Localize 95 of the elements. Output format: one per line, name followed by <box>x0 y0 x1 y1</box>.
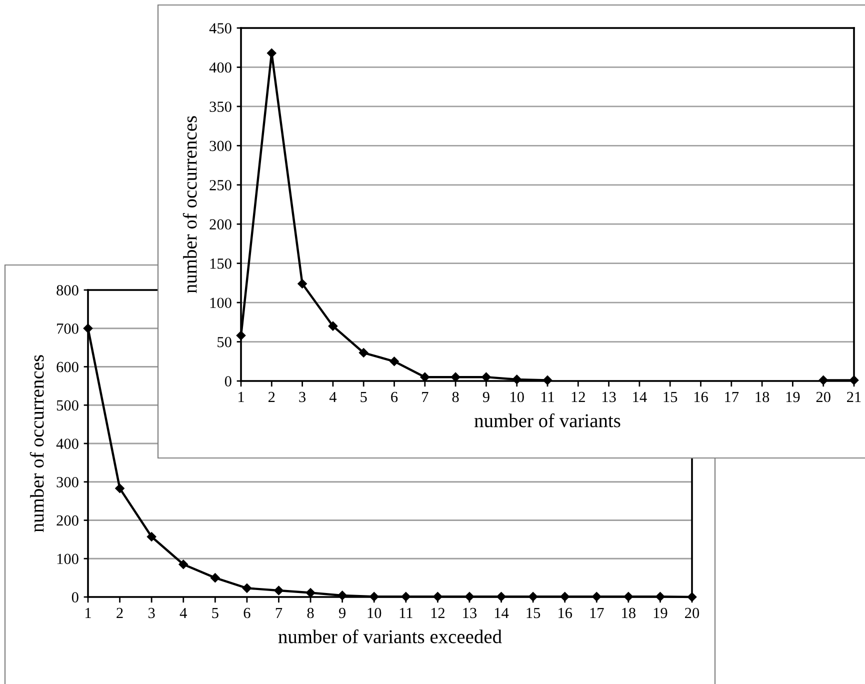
x-tick-label: 6 <box>244 608 250 618</box>
x-tick-label: 17 <box>590 608 604 618</box>
point <box>306 588 316 598</box>
x-tick-label: 15 <box>664 392 678 402</box>
x-tick-label: 9 <box>338 608 346 618</box>
point <box>656 592 665 602</box>
x-tick-label: 18 <box>756 392 770 402</box>
point <box>83 324 93 333</box>
y-tick-label: 0 <box>72 592 78 602</box>
point <box>464 592 474 602</box>
y-tick-label: 150 <box>210 258 232 269</box>
point <box>242 584 252 593</box>
x-tick-label: 6 <box>391 392 398 402</box>
x-tick-label: 5 <box>360 392 367 402</box>
point <box>496 592 506 602</box>
point <box>560 592 570 602</box>
point <box>450 372 460 382</box>
x-tick-label: 20 <box>685 608 700 618</box>
x-tick-label: 7 <box>276 608 282 618</box>
point <box>390 356 399 366</box>
y-tick-label: 50 <box>218 336 232 348</box>
x-tick-label: 11 <box>541 392 554 402</box>
point <box>433 592 442 602</box>
x-axis-title: number of variants exceeded <box>278 629 502 644</box>
point <box>115 484 124 494</box>
x-tick-label: 13 <box>602 392 616 402</box>
x-axis-title: number of variants <box>474 413 620 428</box>
x-tick-label: 18 <box>622 608 636 618</box>
point <box>512 374 522 384</box>
x-tick-label: 3 <box>148 608 155 618</box>
x-tick-label: 3 <box>299 392 306 402</box>
y-tick-label: 0 <box>224 376 232 386</box>
x-tick-label: 5 <box>212 608 218 618</box>
x-tick-label: 19 <box>786 392 800 402</box>
point <box>542 376 552 385</box>
x-tick-label: 2 <box>116 608 123 618</box>
point <box>420 372 430 382</box>
point <box>267 48 276 58</box>
y-tick-label: 250 <box>210 180 232 190</box>
y-tick-label: 400 <box>209 62 232 73</box>
point <box>274 586 284 596</box>
y-tick-label: 450 <box>209 23 232 34</box>
point <box>401 592 411 602</box>
x-tick-label: 20 <box>816 392 830 402</box>
x-tick-label: 8 <box>307 608 314 618</box>
x-tick-label: 16 <box>558 608 572 618</box>
x-tick-label: 21 <box>847 392 861 402</box>
x-tick-label: 12 <box>431 608 444 618</box>
point <box>146 532 156 542</box>
x-tick-label: 7 <box>422 392 428 402</box>
y-tick-label: 600 <box>56 362 78 372</box>
y-tick-label: 100 <box>210 298 232 308</box>
point <box>369 592 379 602</box>
y-axis-title: number of occurrences <box>182 116 197 294</box>
y-tick-label: 350 <box>210 102 232 112</box>
y-tick-label: 400 <box>56 438 78 449</box>
x-tick-label: 11 <box>400 608 412 618</box>
x-tick-label: 15 <box>526 608 540 618</box>
point <box>328 321 338 331</box>
point <box>338 590 347 600</box>
x-tick-label: 10 <box>368 608 382 618</box>
x-tick-label: 10 <box>510 392 524 402</box>
x-tick-label: 16 <box>694 392 708 402</box>
y-tick-label: 300 <box>210 140 232 152</box>
y-tick-label: 500 <box>56 400 78 411</box>
x-tick-label: 8 <box>452 392 459 402</box>
point <box>358 348 368 358</box>
point <box>624 592 634 602</box>
x-tick-label: 12 <box>572 392 585 402</box>
point <box>236 330 246 340</box>
x-tick-label: 2 <box>268 392 275 402</box>
point <box>178 560 188 570</box>
x-tick-label: 1 <box>86 608 91 618</box>
x-tick-label: 1 <box>238 392 244 402</box>
x-tick-label: 17 <box>725 392 739 402</box>
x-tick-label: 4 <box>180 608 187 618</box>
point <box>210 573 220 582</box>
x-tick-label: 14 <box>494 608 509 618</box>
x-tick-label: 13 <box>463 608 477 618</box>
y-tick-label: 200 <box>56 515 78 526</box>
x-tick-label: 4 <box>329 392 337 402</box>
point <box>482 372 491 382</box>
y-tick-label: 300 <box>56 477 78 488</box>
y-tick-label: 200 <box>210 219 232 230</box>
x-tick-label: 14 <box>633 392 647 402</box>
point <box>592 592 602 602</box>
point <box>298 279 307 288</box>
point <box>818 376 828 385</box>
y-tick-label: 700 <box>57 324 78 334</box>
point <box>528 592 538 602</box>
x-tick-label: 9 <box>482 392 490 402</box>
y-tick-label: 800 <box>56 285 78 296</box>
y-axis-title: number of occurrences <box>30 355 44 532</box>
x-tick-label: 19 <box>654 608 668 618</box>
y-tick-label: 100 <box>57 554 78 564</box>
